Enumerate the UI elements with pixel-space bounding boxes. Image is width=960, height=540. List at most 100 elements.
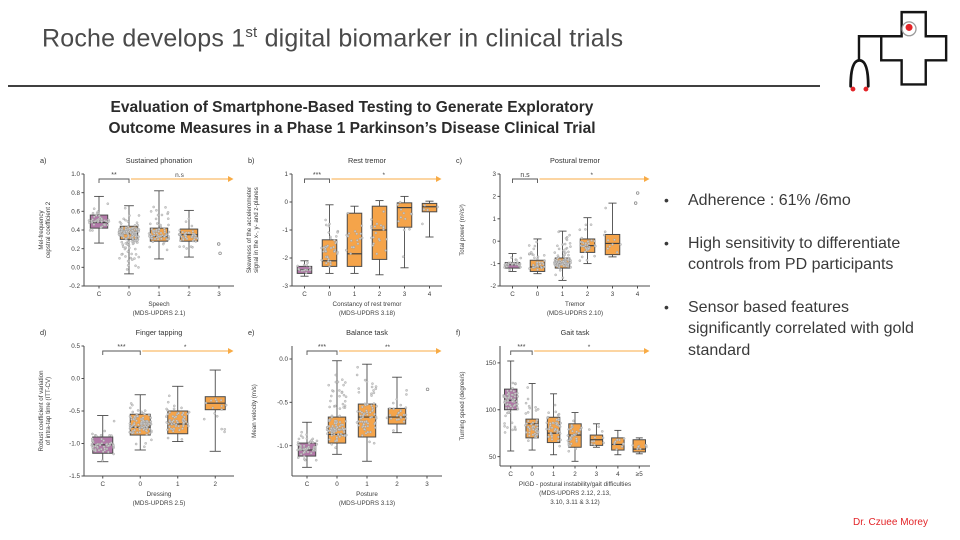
svg-text:3: 3 xyxy=(611,291,615,298)
bullet-icon: • xyxy=(664,192,669,208)
title-text-post: digital biomarker in clinical trials xyxy=(257,24,624,53)
svg-text:**: ** xyxy=(111,172,117,179)
svg-text:Total power (m²/s³): Total power (m²/s³) xyxy=(459,204,466,256)
svg-text:C: C xyxy=(97,291,102,298)
svg-text:0: 0 xyxy=(284,199,288,206)
svg-text:PIGD - postural instability/ga: PIGD - postural instability/gait difficu… xyxy=(519,481,631,488)
svg-text:(MDS-UPDRS 2.12, 2.13,: (MDS-UPDRS 2.12, 2.13, xyxy=(539,490,611,497)
svg-text:C: C xyxy=(510,291,515,298)
svg-text:0.0: 0.0 xyxy=(71,376,80,383)
svg-text:2: 2 xyxy=(492,193,496,200)
svg-text:2: 2 xyxy=(586,291,590,298)
svg-text:0: 0 xyxy=(328,291,332,298)
chest-piece-dot-icon xyxy=(905,23,913,31)
title-text-pre: Roche develops 1 xyxy=(42,24,246,53)
svg-text:C: C xyxy=(305,481,310,488)
svg-text:e): e) xyxy=(248,328,255,337)
boxplot-panel-b: b) Rest tremor 1 0 -1 -2 -3 Skewness of the acc… xyxy=(246,156,442,317)
svg-text:*: * xyxy=(184,344,187,351)
svg-text:Mel-frequencycepstral coeffici: Mel-frequencycepstral coefficient 2 xyxy=(38,201,52,258)
svg-text:0.6: 0.6 xyxy=(71,208,80,215)
svg-text:*: * xyxy=(590,172,593,179)
bullet-text: High sensitivity to differentiate contro… xyxy=(688,235,901,274)
bell-tip-right-dot xyxy=(863,86,869,92)
svg-text:1: 1 xyxy=(353,291,357,298)
svg-text:4: 4 xyxy=(616,471,620,478)
svg-text:Rest tremor: Rest tremor xyxy=(348,156,387,165)
svg-text:-0.5: -0.5 xyxy=(277,399,288,406)
svg-text:*: * xyxy=(382,172,385,179)
svg-text:4: 4 xyxy=(428,291,432,298)
svg-text:-0.2: -0.2 xyxy=(69,283,80,290)
svg-text:1.0: 1.0 xyxy=(71,171,80,178)
svg-text:c): c) xyxy=(456,156,462,165)
medical-cross-stethoscope-logo xyxy=(849,10,948,92)
boxplot-panel-e: e) Balance task 0.0 -0.5 -1.0 Mean velocity (… xyxy=(248,328,442,507)
svg-text:***: *** xyxy=(313,172,321,179)
stethoscope-bell-icon xyxy=(849,58,870,88)
svg-text:0: 0 xyxy=(335,481,339,488)
svg-text:Robust coefficient of variatio: Robust coefficient of variationof intra-… xyxy=(38,370,52,452)
svg-text:3: 3 xyxy=(403,291,407,298)
svg-text:2: 2 xyxy=(187,291,191,298)
boxplot-panel-a: a) Sustained phonation 1.0 0.8 0.6 0.4 0.2 0.0 -… xyxy=(38,156,234,317)
svg-text:Finger tapping: Finger tapping xyxy=(136,328,183,337)
bullet-icon: • xyxy=(664,235,669,252)
svg-text:3: 3 xyxy=(425,481,429,488)
svg-text:50: 50 xyxy=(489,454,497,461)
svg-text:0.2: 0.2 xyxy=(71,246,80,253)
boxplot-panel-f: f) Gait task 150 100 50 Turning speed (degree… xyxy=(456,328,650,506)
svg-text:Dressing: Dressing xyxy=(147,491,172,498)
svg-text:0: 0 xyxy=(536,291,540,298)
svg-text:1: 1 xyxy=(284,171,288,178)
svg-text:-1.0: -1.0 xyxy=(277,443,288,450)
svg-text:150: 150 xyxy=(485,360,496,367)
svg-text:0: 0 xyxy=(492,238,496,245)
svg-text:Speech: Speech xyxy=(148,301,170,308)
svg-text:-2: -2 xyxy=(282,255,288,262)
svg-text:0.0: 0.0 xyxy=(279,356,288,363)
boxplot-panel-c: c) Postural tremor 3 2 1 0 -1 -2 Total power (m²… xyxy=(456,156,650,317)
svg-text:3: 3 xyxy=(492,171,496,178)
svg-text:3: 3 xyxy=(217,291,221,298)
svg-text:**: ** xyxy=(385,344,391,351)
svg-text:***: *** xyxy=(318,344,326,351)
svg-text:3: 3 xyxy=(595,471,599,478)
svg-text:≥5: ≥5 xyxy=(636,471,643,478)
title-underline xyxy=(8,85,820,87)
svg-text:Constancy of rest tremor: Constancy of rest tremor xyxy=(333,301,402,308)
bullet-icon: • xyxy=(664,299,669,316)
svg-text:(MDS-UPDRS 2.1): (MDS-UPDRS 2.1) xyxy=(133,310,186,317)
svg-text:1: 1 xyxy=(561,291,565,298)
svg-text:1: 1 xyxy=(157,291,161,298)
svg-text:4: 4 xyxy=(636,291,640,298)
svg-text:0.4: 0.4 xyxy=(71,227,80,234)
svg-text:-1.0: -1.0 xyxy=(69,441,80,448)
svg-text:Gait task: Gait task xyxy=(561,328,590,337)
svg-text:-1: -1 xyxy=(490,261,496,268)
figure-panels: a) Sustained phonation 1.0 0.8 0.6 0.4 0.2 0.0 -… xyxy=(36,150,668,512)
svg-text:1: 1 xyxy=(552,471,556,478)
list-item: • High sensitivity to differentiate cont… xyxy=(664,233,930,275)
bullet-text: Adherence : 61% /6mo xyxy=(688,192,851,209)
svg-text:*: * xyxy=(588,344,591,351)
svg-text:a): a) xyxy=(40,156,47,165)
svg-text:3.10, 3.11 & 3.12): 3.10, 3.11 & 3.12) xyxy=(550,499,600,506)
svg-text:100: 100 xyxy=(485,407,496,414)
list-item: • Adherence : 61% /6mo xyxy=(664,190,930,211)
svg-text:Sustained phonation: Sustained phonation xyxy=(126,156,193,165)
svg-text:Skewness of the accelerometers: Skewness of the accelerometersignal in t… xyxy=(246,187,260,273)
svg-text:***: *** xyxy=(117,344,125,351)
list-item: • Sensor based features significantly co… xyxy=(664,297,930,360)
svg-text:b): b) xyxy=(248,156,255,165)
svg-text:Balance task: Balance task xyxy=(346,328,388,337)
paper-figure: Evaluation of Smartphone-Based Testing t… xyxy=(36,98,668,512)
svg-text:0: 0 xyxy=(127,291,131,298)
svg-text:n.s: n.s xyxy=(520,172,530,179)
key-points-list: • Adherence : 61% /6mo • High sensitivit… xyxy=(664,190,930,383)
svg-text:(MDS-UPDRS 2.10): (MDS-UPDRS 2.10) xyxy=(547,310,603,317)
svg-text:(MDS-UPDRS 3.18): (MDS-UPDRS 3.18) xyxy=(339,310,395,317)
page-title: Roche develops 1st digital biomarker in … xyxy=(42,24,623,53)
svg-text:(MDS-UPDRS 2.5): (MDS-UPDRS 2.5) xyxy=(133,500,186,507)
